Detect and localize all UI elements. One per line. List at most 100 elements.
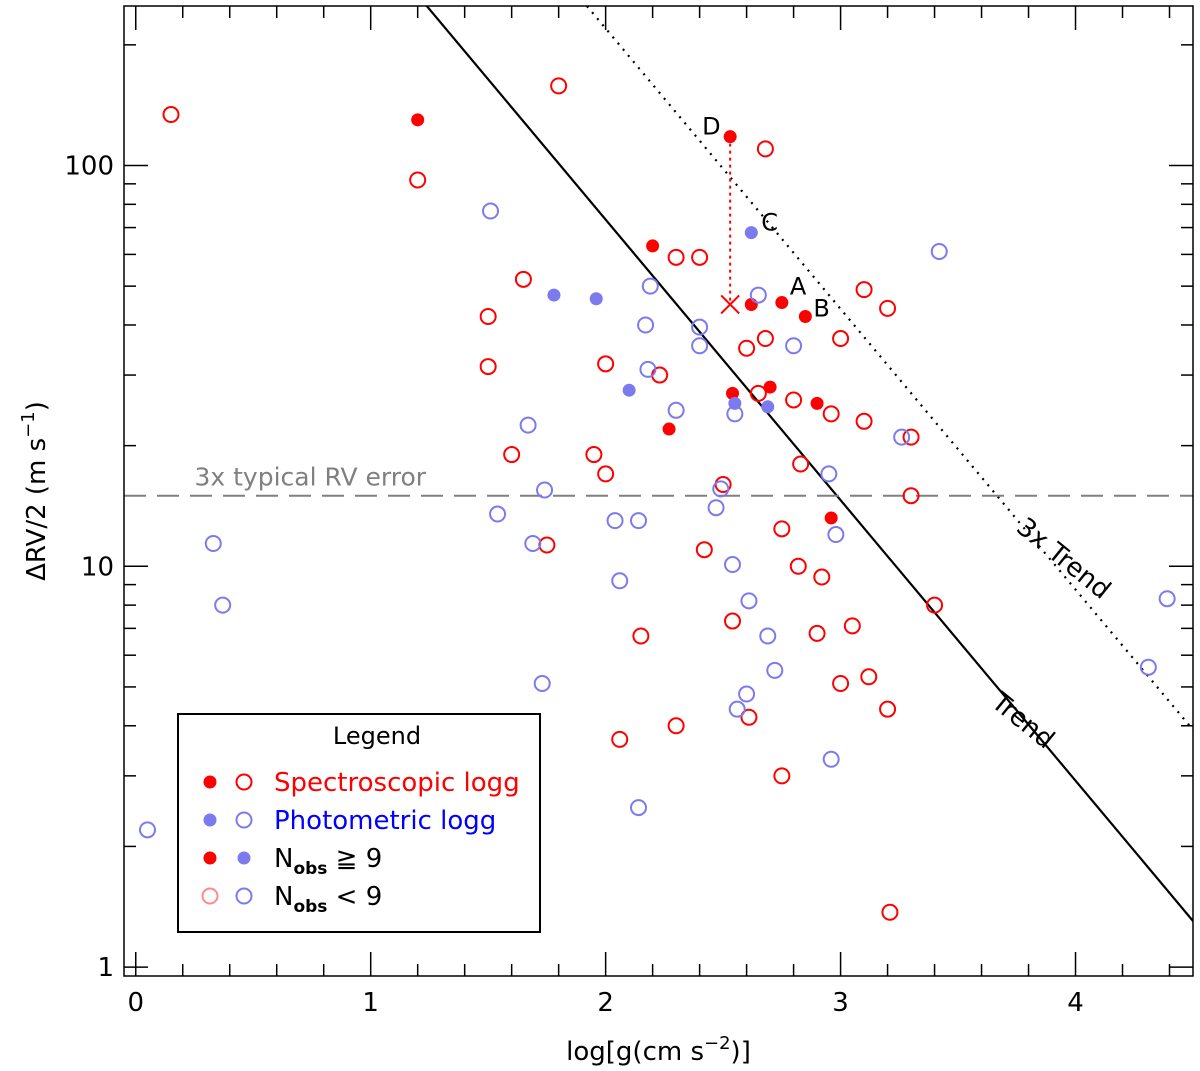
data-point bbox=[611, 572, 629, 590]
data-point bbox=[479, 358, 497, 376]
legend-marker-filled-photometric bbox=[203, 813, 217, 827]
data-point bbox=[646, 239, 660, 253]
data-point bbox=[759, 627, 777, 645]
data-point bbox=[138, 821, 156, 839]
legend-marker-open-photometric bbox=[235, 811, 253, 829]
legend-entry-rest: ≧ 9 bbox=[327, 844, 382, 874]
data-point bbox=[667, 717, 685, 735]
data-point bbox=[214, 596, 232, 614]
data-point bbox=[162, 106, 180, 124]
data-point bbox=[822, 750, 840, 768]
data-point bbox=[789, 557, 807, 575]
data-point bbox=[808, 624, 826, 642]
legend-entry-sub: obs bbox=[293, 897, 327, 917]
data-point bbox=[749, 384, 767, 402]
data-point bbox=[503, 446, 521, 464]
legend-entry-text: Nobs ≧ 9 bbox=[274, 844, 382, 879]
data-point bbox=[930, 243, 948, 261]
data-point bbox=[723, 130, 737, 144]
data-point bbox=[832, 330, 850, 348]
data-point bbox=[695, 541, 713, 559]
y-tick-label: 1 bbox=[97, 953, 114, 983]
data-point bbox=[630, 512, 648, 530]
data-point bbox=[744, 226, 758, 240]
data-point bbox=[766, 661, 784, 679]
data-point bbox=[756, 330, 774, 348]
data-point bbox=[824, 511, 838, 525]
data-point bbox=[855, 281, 873, 299]
x-tick-label: 1 bbox=[362, 988, 379, 1018]
data-point bbox=[524, 534, 542, 552]
data-point bbox=[763, 380, 777, 394]
legend-marker-open-photometric bbox=[235, 887, 253, 905]
data-point bbox=[667, 401, 685, 419]
data-point bbox=[411, 113, 425, 127]
data-point bbox=[533, 674, 551, 692]
data-point bbox=[1158, 590, 1176, 608]
data-point bbox=[740, 708, 758, 726]
legend-entry-text: Nobs < 9 bbox=[274, 882, 382, 917]
data-point bbox=[813, 568, 831, 586]
plot-frame bbox=[123, 5, 1194, 977]
data-point bbox=[707, 499, 725, 517]
data-point bbox=[855, 412, 873, 430]
data-point bbox=[726, 386, 740, 400]
data-point bbox=[879, 700, 897, 718]
legend-marker-filled-spectroscopic bbox=[203, 775, 217, 789]
data-point bbox=[712, 480, 730, 498]
legend-marker-filled-photometric bbox=[237, 851, 251, 865]
y-axis-title-main: ΔRV/2 (m s bbox=[22, 438, 52, 581]
data-point bbox=[550, 77, 568, 95]
legend-entry-main: N bbox=[274, 844, 293, 874]
data-point bbox=[785, 391, 803, 409]
x-axis-title-sup: −2 bbox=[704, 1033, 731, 1054]
x-tick-label: 4 bbox=[1067, 988, 1084, 1018]
point-label-a: A bbox=[790, 273, 807, 301]
data-point bbox=[691, 248, 709, 266]
y-axis-title-sup: −1 bbox=[18, 411, 39, 438]
legend-title: Legend bbox=[333, 722, 421, 750]
series-3 bbox=[138, 202, 1176, 839]
data-point bbox=[810, 396, 824, 410]
data-point bbox=[611, 730, 629, 748]
data-point bbox=[749, 286, 767, 304]
data-point bbox=[832, 674, 850, 692]
data-point bbox=[738, 685, 756, 703]
data-point bbox=[519, 416, 537, 434]
y-axis-title-end: ) bbox=[22, 401, 52, 411]
data-point bbox=[756, 140, 774, 158]
legend-entry-text: Photometric logg bbox=[274, 806, 496, 836]
data-point bbox=[902, 428, 920, 446]
data-point bbox=[775, 296, 789, 310]
cross-marker bbox=[720, 294, 740, 315]
data-point bbox=[785, 337, 803, 355]
data-point bbox=[630, 799, 648, 817]
data-point bbox=[637, 316, 655, 334]
data-point bbox=[792, 455, 810, 473]
data-point bbox=[204, 534, 222, 552]
data-point bbox=[798, 309, 812, 323]
data-point bbox=[827, 526, 845, 544]
data-point bbox=[479, 307, 497, 325]
data-point bbox=[893, 428, 911, 446]
y-tick-label: 10 bbox=[81, 552, 114, 582]
x-axis-title-main: log[g(cm s bbox=[566, 1037, 704, 1067]
data-point bbox=[606, 512, 624, 530]
data-point bbox=[902, 487, 920, 505]
data-point bbox=[691, 337, 709, 355]
data-point bbox=[822, 405, 840, 423]
legend-box bbox=[177, 713, 541, 933]
data-point bbox=[514, 270, 532, 288]
data-point bbox=[585, 446, 603, 464]
data-point bbox=[860, 668, 878, 686]
data-point bbox=[632, 627, 650, 645]
data-point bbox=[773, 520, 791, 538]
data-point bbox=[489, 505, 507, 523]
point-label-b: B bbox=[813, 294, 829, 322]
data-point bbox=[597, 355, 615, 373]
data-point bbox=[724, 556, 742, 574]
data-point bbox=[879, 299, 897, 317]
x-axis-title-end: )] bbox=[731, 1037, 751, 1067]
data-point bbox=[597, 465, 615, 483]
data-point bbox=[761, 400, 775, 414]
